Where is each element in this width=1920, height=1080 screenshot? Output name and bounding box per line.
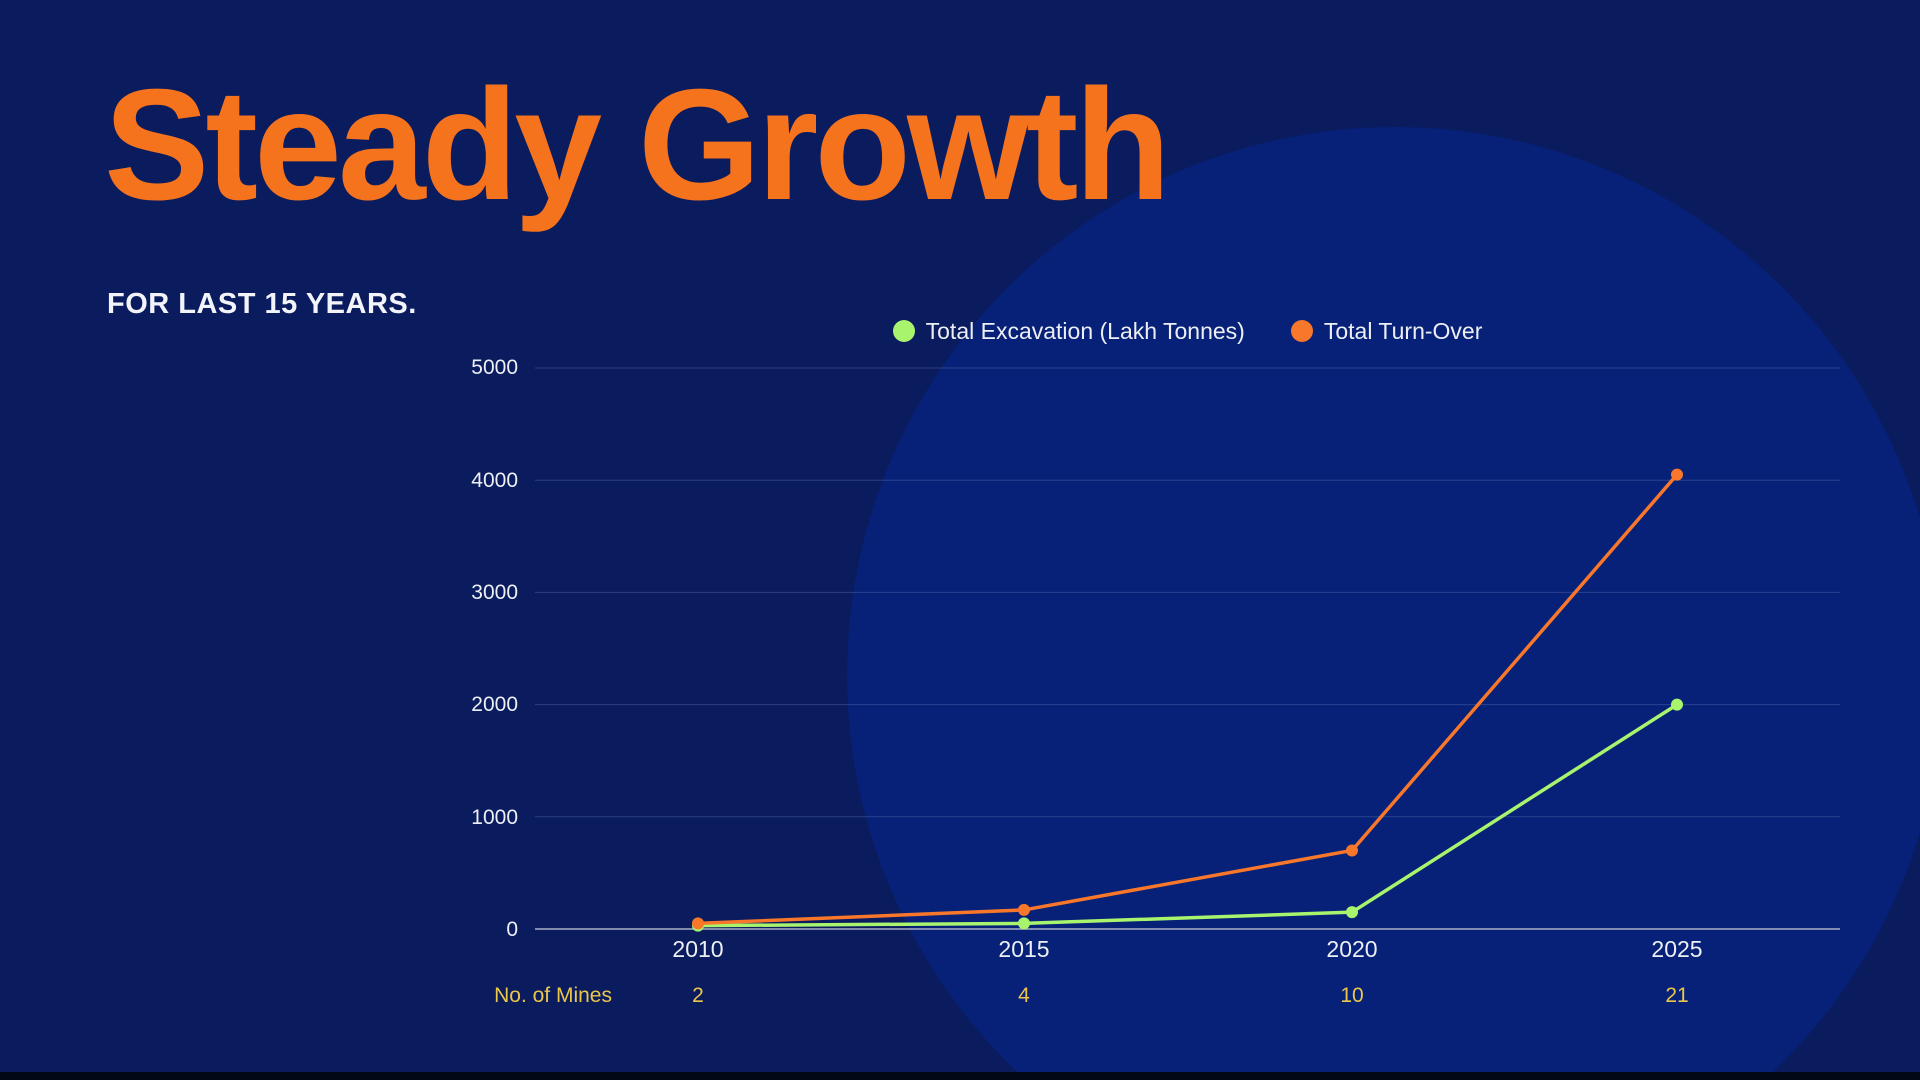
x-tick-label: 2020 [1326, 936, 1378, 962]
y-tick-label: 2000 [471, 693, 518, 716]
legend-label-turnover: Total Turn-Over [1323, 317, 1483, 344]
page-subtitle: FOR LAST 15 YEARS. [107, 288, 417, 320]
legend-dot-excavation-icon [892, 320, 915, 342]
legend-label-excavation: Total Excavation (Lakh Tonnes) [925, 317, 1245, 344]
legend-item-excavation: Total Excavation (Lakh Tonnes) [892, 317, 1245, 345]
mines-value: 10 [1340, 984, 1364, 1007]
screen-bottom-edge [0, 1072, 1920, 1080]
x-tick-label: 2015 [998, 936, 1050, 962]
y-tick-label: 1000 [471, 806, 518, 829]
y-tick-label: 3000 [471, 581, 518, 604]
mines-value: 21 [1665, 984, 1689, 1007]
mines-value: 4 [1018, 984, 1030, 1007]
x-tick-label: 2025 [1651, 936, 1703, 962]
y-tick-label: 5000 [471, 356, 518, 379]
legend-dot-turnover-icon [1290, 320, 1313, 342]
legend-item-turnover: Total Turn-Over [1290, 317, 1483, 345]
y-tick-label: 0 [506, 918, 518, 941]
mines-row-label: No. of Mines [494, 984, 612, 1007]
page-title: Steady Growth [104, 57, 1171, 233]
y-tick-label: 4000 [471, 469, 518, 492]
mines-value: 2 [692, 984, 704, 1007]
x-tick-label: 2010 [672, 936, 724, 962]
chart-legend: Total Excavation (Lakh Tonnes) Total Tur… [535, 317, 1840, 345]
